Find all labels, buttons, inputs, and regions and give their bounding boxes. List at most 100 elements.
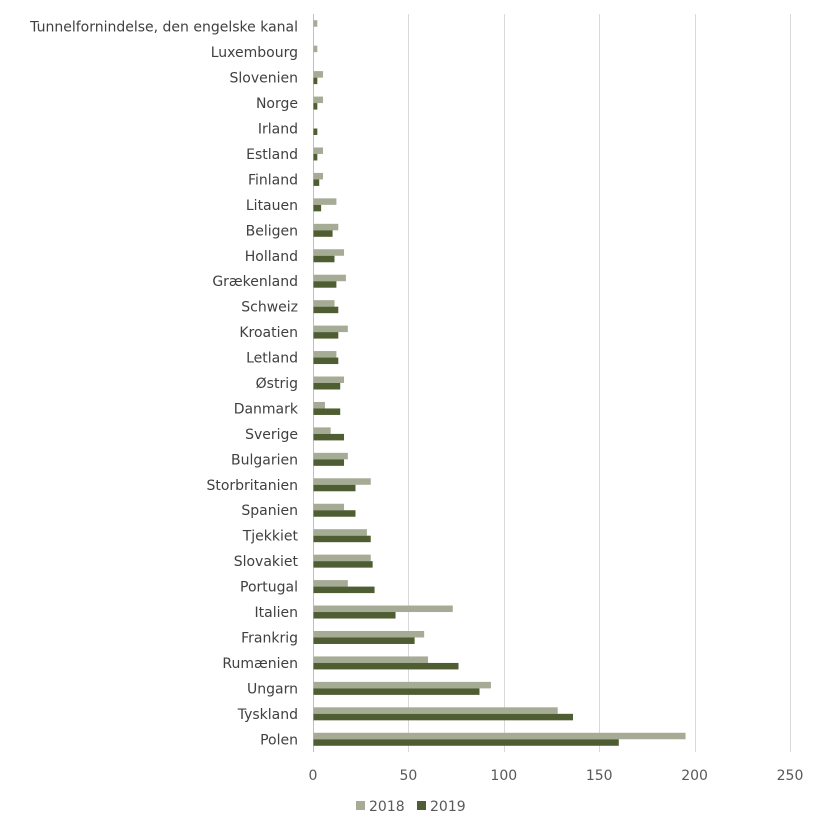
category-label: Frankrig xyxy=(241,630,298,646)
bar-2019-24 xyxy=(313,637,415,644)
bar-2019-10 xyxy=(313,281,337,288)
x-tick-label: 200 xyxy=(681,768,708,784)
x-axis-tick-labels: 0 50 100 150 200 250 xyxy=(309,768,804,784)
bar-2018-6 xyxy=(313,172,324,180)
bar-2018-21 xyxy=(313,554,371,562)
bar-2018-20 xyxy=(313,529,367,536)
bar-2018-2 xyxy=(313,71,324,78)
bar-2019-12 xyxy=(313,332,339,339)
bar-2019-26 xyxy=(313,688,480,695)
bar-2018-25 xyxy=(313,656,428,663)
category-label: Italien xyxy=(255,605,298,621)
bar-2019-17 xyxy=(313,459,345,466)
category-label: Sverige xyxy=(245,427,298,443)
bar-2018-15 xyxy=(313,401,325,409)
bar-2018-8 xyxy=(313,223,339,231)
bar-2018-24 xyxy=(313,630,425,638)
bar-2019-3 xyxy=(313,103,318,110)
category-label: Irland xyxy=(258,122,298,138)
bar-2018-17 xyxy=(313,452,348,460)
bar-2019-21 xyxy=(313,561,373,568)
category-label: Luxembourg xyxy=(211,45,298,61)
bar-2019-2 xyxy=(313,77,318,85)
category-label: Bulgarien xyxy=(231,452,298,468)
bar-2019-9 xyxy=(313,255,335,263)
category-label: Storbritanien xyxy=(206,478,298,494)
category-label: Ungarn xyxy=(247,681,298,697)
bar-2018-9 xyxy=(313,249,345,256)
bar-2019-16 xyxy=(313,433,345,441)
bar-2019-7 xyxy=(313,204,322,212)
bar-2018-26 xyxy=(313,681,491,689)
bar-2018-22 xyxy=(313,580,348,587)
category-label: Estland xyxy=(246,147,298,163)
legend-swatch-2018 xyxy=(356,801,365,810)
category-label: Litauen xyxy=(246,198,298,214)
category-label: Kroatien xyxy=(239,325,298,341)
bar-2019-6 xyxy=(313,179,320,186)
bar-2018-14 xyxy=(313,376,345,383)
x-tick-label: 100 xyxy=(490,768,517,784)
bar-2019-20 xyxy=(313,535,371,543)
bar-2019-5 xyxy=(313,153,318,161)
bar-2018-3 xyxy=(313,96,324,104)
bar-2018-5 xyxy=(313,147,324,154)
bar-2019-8 xyxy=(313,230,333,237)
x-tick-label: 250 xyxy=(777,768,804,784)
bar-2018-16 xyxy=(313,427,331,434)
bar-2019-25 xyxy=(313,662,459,670)
legend-label-2018: 2018 xyxy=(369,799,405,815)
category-label: Finland xyxy=(248,172,298,188)
bar-2018-0 xyxy=(313,20,318,27)
category-label: Letland xyxy=(246,351,298,367)
bar-2018-10 xyxy=(313,274,346,282)
x-tick-label: 0 xyxy=(309,768,318,784)
gridlines xyxy=(313,14,791,752)
bar-2019-15 xyxy=(313,408,341,415)
category-label: Østrig xyxy=(256,376,298,392)
bar-2019-19 xyxy=(313,510,356,517)
bar-2018-13 xyxy=(313,351,337,358)
category-label: Portugal xyxy=(240,580,298,596)
bar-2018-23 xyxy=(313,605,453,613)
bar-2019-27 xyxy=(313,713,573,721)
legend-swatch-2019 xyxy=(417,801,426,810)
bar-2019-13 xyxy=(313,357,339,365)
category-label: Beligen xyxy=(246,223,298,239)
bars xyxy=(313,20,686,746)
legend: 2018 2019 xyxy=(356,799,466,815)
category-label: Tyskland xyxy=(237,707,298,723)
bar-2018-28 xyxy=(313,732,686,740)
bar-2018-18 xyxy=(313,478,371,485)
category-label: Slovakiet xyxy=(234,554,299,570)
category-label: Slovenien xyxy=(230,71,299,87)
bar-2019-11 xyxy=(313,306,339,314)
bar-2019-18 xyxy=(313,484,356,492)
category-label: Grækenland xyxy=(212,274,298,290)
bar-2019-14 xyxy=(313,383,341,390)
category-label: Holland xyxy=(245,249,298,265)
category-label: Tjekkiet xyxy=(242,529,299,545)
x-tick-label: 150 xyxy=(586,768,613,784)
category-label: Spanien xyxy=(241,503,298,519)
bar-2018-11 xyxy=(313,300,335,307)
bar-2019-22 xyxy=(313,586,375,594)
category-label: Tunnelfornindelse, den engelske kanal xyxy=(29,20,298,36)
bar-2018-27 xyxy=(313,707,558,714)
category-label: Schweiz xyxy=(241,300,298,316)
legend-label-2019: 2019 xyxy=(430,799,466,815)
category-label: Danmark xyxy=(234,401,299,417)
bar-2018-12 xyxy=(313,325,348,333)
bar-2018-19 xyxy=(313,503,345,511)
category-label: Rumænien xyxy=(222,656,298,672)
bar-2019-23 xyxy=(313,612,396,619)
category-labels: Tunnelfornindelse, den engelske kanal Lux… xyxy=(29,20,299,749)
bar-2019-4 xyxy=(313,128,318,136)
bar-2019-28 xyxy=(313,739,619,746)
x-tick-label: 50 xyxy=(399,768,417,784)
category-label: Norge xyxy=(256,96,298,112)
bar-2018-1 xyxy=(313,45,318,53)
bar-2018-7 xyxy=(313,198,337,205)
category-label: Polen xyxy=(260,732,298,748)
